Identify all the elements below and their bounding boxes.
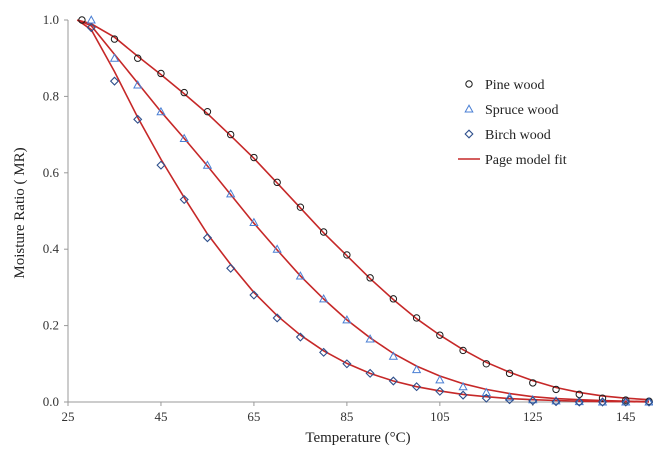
spruce-wood-point xyxy=(86,15,96,24)
spruce-wood-point xyxy=(133,80,143,89)
birch-wood-point xyxy=(156,160,166,170)
legend-label: Page model fit xyxy=(485,153,567,168)
spruce-wood-point xyxy=(156,106,166,116)
spruce-wood-point xyxy=(481,387,491,396)
pine-wood-point xyxy=(343,251,351,259)
legend: Pine wood Spruce wood Birch wood Page model… xyxy=(458,78,567,168)
x-tick-label: 85 xyxy=(340,409,353,424)
y-tick-label: 0.2 xyxy=(43,318,59,333)
birch-wood-point xyxy=(295,332,305,342)
axes xyxy=(67,20,649,403)
birch-wood-point xyxy=(551,397,561,407)
pine-wood-point xyxy=(552,385,560,394)
page-model-fit-line xyxy=(77,19,650,401)
birch-wood-point xyxy=(226,263,236,273)
pine-wood-point xyxy=(78,16,86,24)
spruce-wood-point xyxy=(109,53,120,62)
series-markers xyxy=(78,15,653,407)
birch-wood-point xyxy=(249,290,259,300)
x-tick-label: 45 xyxy=(154,409,167,424)
pine-wood-point xyxy=(459,346,467,355)
birch-wood-point xyxy=(179,194,189,205)
y-axis-title: Moisture Ratio ( MR) xyxy=(12,147,28,278)
y-tick-label: 0.6 xyxy=(43,165,60,180)
spruce-wood-point xyxy=(411,364,422,374)
fit-lines xyxy=(76,19,650,403)
pine-wood-point xyxy=(296,203,305,211)
spruce-wood-point xyxy=(342,315,352,324)
y-tick-label: 0.0 xyxy=(43,394,59,409)
spruce-wood-point xyxy=(272,244,282,253)
pine-wood-point xyxy=(134,54,142,62)
pine-wood-point xyxy=(157,69,165,78)
birch-wood-point xyxy=(528,396,538,406)
birch-wood-point xyxy=(644,397,653,407)
birch-wood-point xyxy=(86,23,96,33)
pine-wood-point xyxy=(110,35,119,43)
birch-wood-point xyxy=(109,76,120,86)
spruce-wood-point xyxy=(226,188,236,198)
spruce-wood-point xyxy=(504,392,515,401)
x-tick-label: 25 xyxy=(62,409,75,424)
pine-wood-point xyxy=(622,396,630,404)
spruce-wood-point xyxy=(318,294,329,303)
pine-wood-point xyxy=(226,130,235,139)
spruce-wood-point xyxy=(435,375,445,384)
birch-wood-point xyxy=(597,397,608,407)
y-tick-label: 0.4 xyxy=(43,241,60,256)
pine-wood-point xyxy=(389,295,398,303)
legend-marker-spruce-wood xyxy=(464,104,474,113)
spruce-wood-point xyxy=(365,334,375,343)
spruce-wood-point xyxy=(388,351,399,360)
birch-wood-point xyxy=(388,376,398,386)
x-tick-label: 105 xyxy=(430,409,450,424)
legend-label: Birch wood xyxy=(485,128,551,143)
spruce-wood-point xyxy=(202,160,213,169)
pine-wood-point xyxy=(180,88,188,97)
page-model-fit-line xyxy=(76,19,650,403)
x-tick-label: 145 xyxy=(616,409,636,424)
birch-wood-point xyxy=(133,114,143,124)
y-tick-label: 0.8 xyxy=(43,88,59,103)
legend-marker-birch-wood xyxy=(464,129,474,139)
legend-marker-pine-wood xyxy=(465,80,473,88)
pine-wood-point xyxy=(529,379,537,387)
birch-wood-point xyxy=(272,313,282,323)
pine-wood-point xyxy=(250,153,258,162)
y-tick-label: 1.0 xyxy=(43,12,59,27)
spruce-wood-point xyxy=(295,271,306,280)
birch-wood-point xyxy=(202,233,213,243)
spruce-wood-point xyxy=(179,133,189,142)
y-tick-group: 0.0 0.2 0.4 0.6 0.8 1.0 xyxy=(43,12,68,409)
pine-wood-point xyxy=(412,314,421,322)
spruce-wood-point xyxy=(574,396,584,406)
birch-wood-point xyxy=(458,390,468,400)
legend-label: Spruce wood xyxy=(485,103,559,118)
pine-wood-point xyxy=(319,228,328,236)
birch-wood-point xyxy=(435,386,445,396)
x-tick-label: 125 xyxy=(523,409,543,424)
pine-wood-point xyxy=(366,274,374,282)
birch-wood-point xyxy=(412,382,422,392)
legend-label: Pine wood xyxy=(485,78,545,93)
pine-wood-point xyxy=(203,107,212,116)
birch-wood-point xyxy=(504,395,515,405)
x-axis-title: Temperature (°C) xyxy=(305,430,410,446)
birch-wood-point xyxy=(574,397,584,407)
birch-wood-point xyxy=(342,359,352,369)
pine-wood-point xyxy=(598,394,607,402)
spruce-wood-point xyxy=(458,381,468,391)
pine-wood-point xyxy=(505,369,514,378)
spruce-wood-point xyxy=(249,217,259,226)
x-tick-group: 25 45 65 85 105 125 145 xyxy=(62,402,636,424)
birch-wood-point xyxy=(481,393,491,403)
birch-wood-point xyxy=(621,397,631,407)
pine-wood-point xyxy=(273,178,281,187)
birch-wood-point xyxy=(365,368,375,378)
pine-wood-point xyxy=(436,331,444,339)
x-tick-label: 65 xyxy=(247,409,260,424)
pine-wood-point xyxy=(482,360,491,368)
birch-wood-point xyxy=(319,347,329,357)
